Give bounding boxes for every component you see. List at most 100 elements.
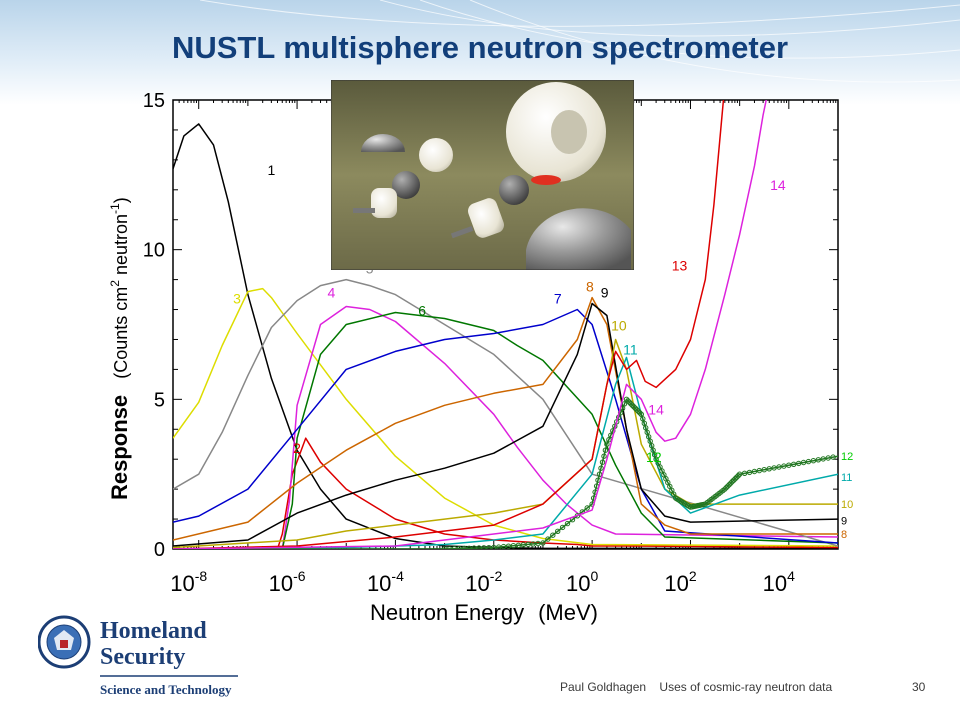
series-12-marker <box>481 545 487 549</box>
series-12-marker <box>735 473 741 479</box>
series-12-marker <box>515 542 522 548</box>
series-12-marker <box>746 469 753 476</box>
x-tick-label: 10-8 <box>170 568 207 596</box>
curve-label-7: 7 <box>554 291 562 307</box>
series-line-13 <box>173 100 725 549</box>
series-12-marker <box>623 396 630 402</box>
series-line-6 <box>173 311 838 549</box>
series-12-marker <box>520 542 526 548</box>
series-12-marker <box>621 401 628 407</box>
series-12-marker <box>756 467 762 474</box>
y-axis-unit-1: (Counts cm <box>111 287 131 379</box>
curve-label-14: 14 <box>770 177 786 193</box>
series-12-marker <box>751 468 758 475</box>
series-12-marker <box>505 543 512 549</box>
page-number: 30 <box>912 680 926 694</box>
series-12-marker <box>632 405 639 411</box>
series-12-marker <box>596 471 603 477</box>
curve-label-9: 9 <box>601 285 609 301</box>
footer-author: Paul Goldhagen <box>560 680 647 694</box>
series-12-marker <box>599 459 606 465</box>
x-axis-label-unit: (MeV) <box>538 600 598 625</box>
x-tick-label: 10-4 <box>367 568 404 596</box>
series-12-marker <box>584 505 590 511</box>
x-tick-labels: 10-8 10-6 10-4 10-2 100 102 104 <box>170 568 795 596</box>
series-12-marker <box>545 536 551 542</box>
series-12-marker <box>461 545 467 549</box>
footer-topic: Uses of cosmic-ray neutron data <box>659 680 833 694</box>
series-12-marker <box>736 471 743 477</box>
curve-label-8: 8 <box>586 279 594 295</box>
series-line-9 <box>173 302 838 547</box>
right-label-10: 10 <box>841 499 853 511</box>
series-group <box>173 100 838 549</box>
series-12-marker <box>471 545 477 549</box>
svg-text:Response (Counts cm2 neu: Response (Counts cm2 neutron-1) <box>107 197 132 500</box>
logo-line1: Homeland <box>100 618 207 644</box>
right-label-8: 8 <box>841 529 847 541</box>
right-label-9: 9 <box>841 516 847 528</box>
series-12-marker <box>734 474 740 480</box>
series-12-marker <box>456 545 462 549</box>
dhs-seal-icon <box>38 615 91 669</box>
series-12-marker <box>559 524 566 531</box>
series-12-marker <box>805 458 812 465</box>
series-line-8 <box>173 296 838 541</box>
y-tick-label: 5 <box>154 389 165 411</box>
series-12-marker <box>629 402 636 408</box>
series-12-marker <box>496 544 502 549</box>
x-axis-label-main: Neutron Energy <box>370 600 524 625</box>
x-tick-label: 102 <box>664 568 696 596</box>
y-axis-unit-2: 2 <box>108 280 122 287</box>
series-12-marker <box>761 467 767 473</box>
series-12-marker <box>830 454 836 460</box>
series-12-marker <box>776 464 782 470</box>
series-12-marker <box>525 541 531 548</box>
y-tick-label: 0 <box>154 539 165 561</box>
series-12-marker <box>604 441 610 447</box>
series-12-marker <box>643 425 649 431</box>
curve-label-1: 1 <box>267 162 275 178</box>
series-12-marker <box>486 545 492 549</box>
series-12-marker <box>781 463 787 469</box>
x-tick-label: 10-6 <box>269 568 306 596</box>
series-12-marker <box>451 546 458 549</box>
curve-labels: 123456789101112131414 <box>233 162 786 465</box>
series-12-marker <box>651 452 658 458</box>
x-tick-label: 100 <box>566 568 598 596</box>
curve-label-2: 2 <box>293 440 301 456</box>
series-12-marker <box>731 477 737 483</box>
series-12-marker <box>728 480 734 486</box>
series-12-marker <box>810 458 817 464</box>
y-axis-label: Response (Counts cm2 neutron-1) <box>107 197 132 500</box>
series-12-marker <box>796 460 802 467</box>
series-12-marker <box>638 411 644 417</box>
series-line-4 <box>173 305 838 549</box>
series-12-marker <box>723 484 729 491</box>
series-12-marker <box>635 408 641 414</box>
series-12-marker <box>791 461 797 467</box>
y-tick-labels: 0 5 10 15 <box>143 90 165 561</box>
y-axis-unit-3: neutron <box>111 214 131 280</box>
series-12-marker <box>626 399 633 405</box>
x-axis-label: Neutron Energy (MeV) <box>370 600 598 625</box>
series-12-marker <box>550 532 556 538</box>
series-12-marker <box>722 486 728 492</box>
right-curve-labels: 12 11 10 98 <box>841 451 853 541</box>
series-12-marker <box>815 457 821 463</box>
x-tick-label: 104 <box>763 568 795 596</box>
series-12-marker <box>647 438 653 444</box>
series-line-5 <box>173 278 838 547</box>
series-12-marker <box>555 528 561 534</box>
series-12-marker <box>741 470 748 476</box>
series-12-marker <box>637 410 643 416</box>
series-12-marker <box>602 447 609 453</box>
series-12-marker <box>634 407 640 413</box>
series-12-marker <box>725 483 731 489</box>
series-12-marker <box>606 437 612 443</box>
series-line-14 <box>173 100 767 549</box>
y-tick-label: 10 <box>143 240 165 262</box>
curve-label-12: 12 <box>646 449 662 465</box>
series-12-marker <box>500 543 507 549</box>
